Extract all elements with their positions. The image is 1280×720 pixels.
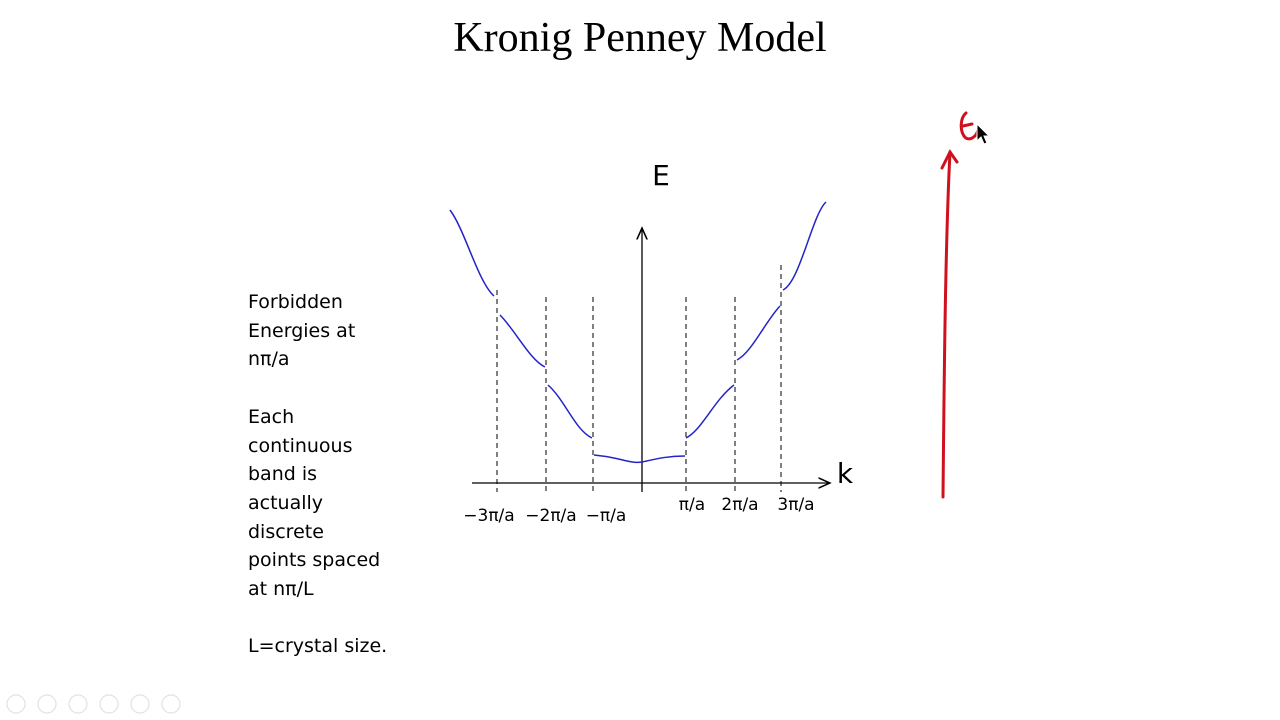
tick-label: 3π/a — [777, 495, 814, 515]
note-line: nπ/a — [248, 348, 290, 371]
tick-label: −2π/a — [525, 506, 576, 526]
toolbar-button[interactable] — [99, 694, 119, 714]
toolbar-button[interactable] — [37, 694, 57, 714]
tick-label: 2π/a — [721, 495, 758, 515]
paragraph: L=crystal size. — [248, 632, 387, 661]
band-curve — [547, 384, 593, 439]
band-curve — [736, 305, 781, 361]
ink-annotation — [940, 111, 980, 499]
paragraph: Forbidden Energies at nπ/a — [248, 288, 387, 374]
ink-arrow — [941, 150, 952, 499]
cursor — [976, 122, 991, 145]
note-line: Each — [248, 405, 295, 428]
slide-toolbar — [6, 694, 181, 714]
toolbar-button[interactable] — [6, 694, 26, 714]
ink-squiggle — [959, 111, 980, 141]
zone-boundaries — [496, 265, 782, 492]
bands — [449, 201, 827, 464]
note-line: L=crystal size. — [248, 635, 388, 658]
toolbar-button[interactable] — [130, 694, 150, 714]
band-curve — [449, 209, 495, 297]
note-line: Energies at — [248, 319, 356, 342]
tick-label: −3π/a — [463, 506, 514, 526]
paragraph: Each continuous band is actually discret… — [248, 403, 387, 604]
k-label: k — [837, 457, 854, 490]
toolbar-button[interactable] — [161, 694, 181, 714]
band-curve — [499, 314, 546, 368]
note-line: at nπ/L — [248, 578, 314, 601]
slide-title: Kronig Penney Model — [453, 15, 827, 61]
note-line: band is — [248, 463, 318, 486]
note-line: continuous — [248, 434, 353, 457]
tick-label: π/a — [679, 495, 705, 515]
note-line: actually — [248, 491, 324, 514]
band-curve — [782, 201, 827, 291]
notes: Forbidden Energies at nπ/a Each continuo… — [248, 288, 387, 690]
note-line: points spaced — [248, 549, 381, 572]
band-curve — [685, 384, 735, 439]
tick-label: −π/a — [586, 506, 627, 526]
e-label: E — [652, 159, 670, 192]
band-curve — [593, 454, 686, 464]
ink-arrowhead — [940, 149, 959, 170]
note-line: Forbidden — [248, 291, 343, 313]
note-line: discrete — [248, 520, 324, 543]
toolbar-button[interactable] — [68, 694, 88, 714]
